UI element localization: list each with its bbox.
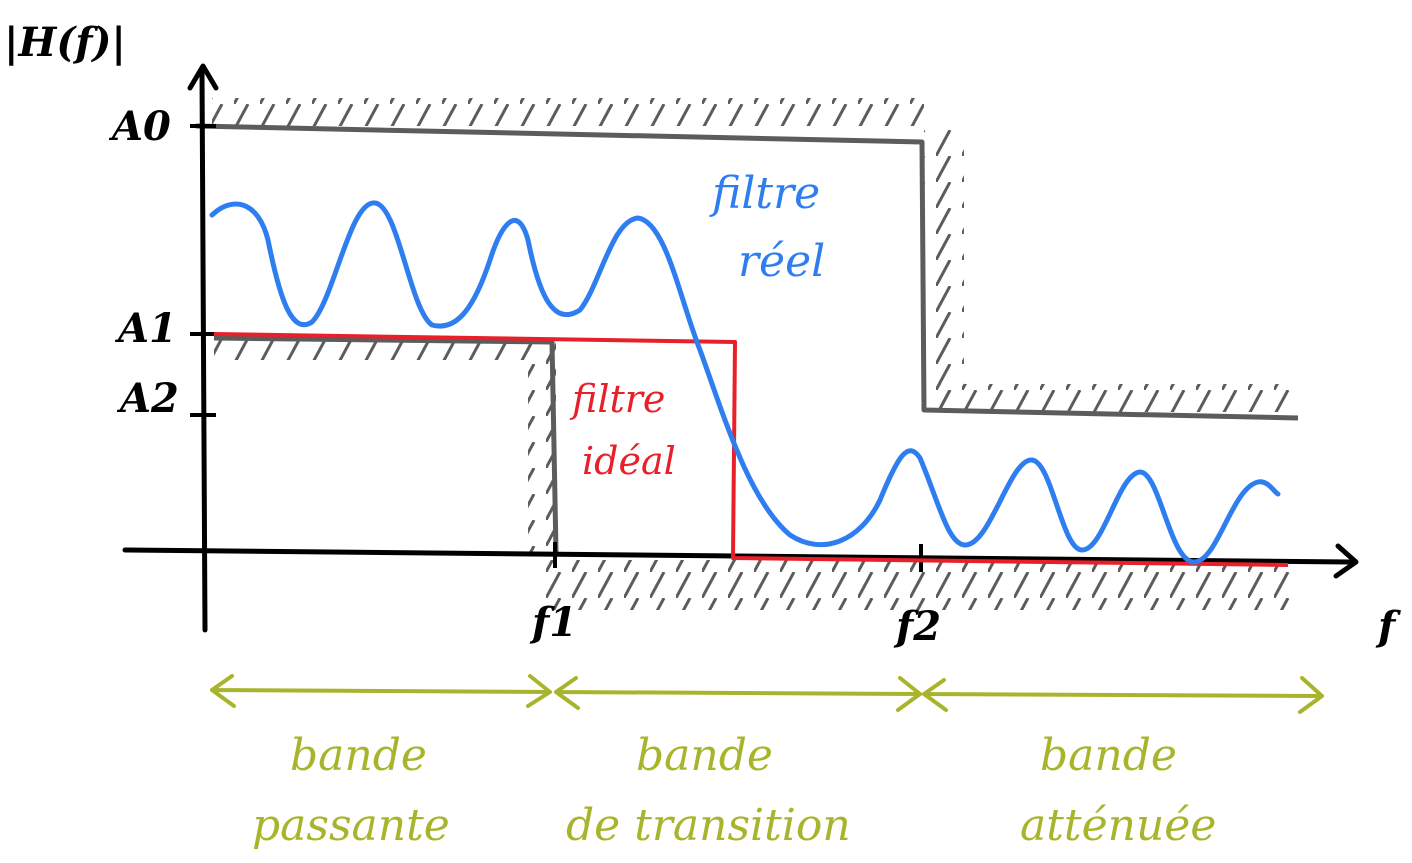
template-lower-outline bbox=[213, 335, 559, 553]
template-upper-outline bbox=[195, 123, 1299, 421]
tick-label-a1: A1 bbox=[114, 305, 177, 352]
x-axis bbox=[122, 547, 1353, 565]
ideal-filter-curve bbox=[213, 332, 1289, 567]
tick-label-a0: A0 bbox=[108, 103, 171, 150]
x-axis-arrowhead bbox=[1333, 543, 1359, 579]
axes bbox=[122, 63, 1359, 633]
ideal-filter-label-line1: filtre bbox=[569, 377, 665, 421]
band-arrows bbox=[210, 674, 1324, 714]
y-axis-label: |H(f)| bbox=[4, 19, 126, 66]
y-axis-arrowhead bbox=[187, 63, 219, 91]
band-arrow-passband bbox=[210, 674, 552, 708]
band-label-stopband-line2: atténuée bbox=[1020, 800, 1216, 851]
band-label-passband-line1: bande bbox=[290, 730, 427, 781]
real-filter-curve bbox=[209, 200, 1281, 565]
hatch-right-wall bbox=[924, 130, 964, 410]
band-label-transition-line2: de transition bbox=[566, 800, 851, 851]
ideal-filter-label-line2: idéal bbox=[582, 439, 676, 483]
y-axis bbox=[199, 69, 208, 633]
hatch-top-band bbox=[212, 98, 924, 126]
tick-label-a2: A2 bbox=[116, 375, 179, 422]
band-arrow-transition bbox=[554, 676, 922, 712]
band-label-stopband-line1: bande bbox=[1040, 730, 1177, 781]
x-axis-label: f bbox=[1375, 603, 1401, 650]
band-arrow-stopband bbox=[922, 676, 1324, 714]
real-filter-label-line2: réel bbox=[738, 236, 825, 287]
tick-label-f2: f2 bbox=[893, 603, 941, 650]
band-label-transition-line1: bande bbox=[636, 730, 773, 781]
hatch-stop-top bbox=[940, 384, 1290, 412]
real-filter-label-line1: filtre bbox=[709, 168, 820, 219]
band-label-passband-line2: passante bbox=[252, 800, 450, 851]
tick-label-f1: f1 bbox=[529, 599, 577, 646]
